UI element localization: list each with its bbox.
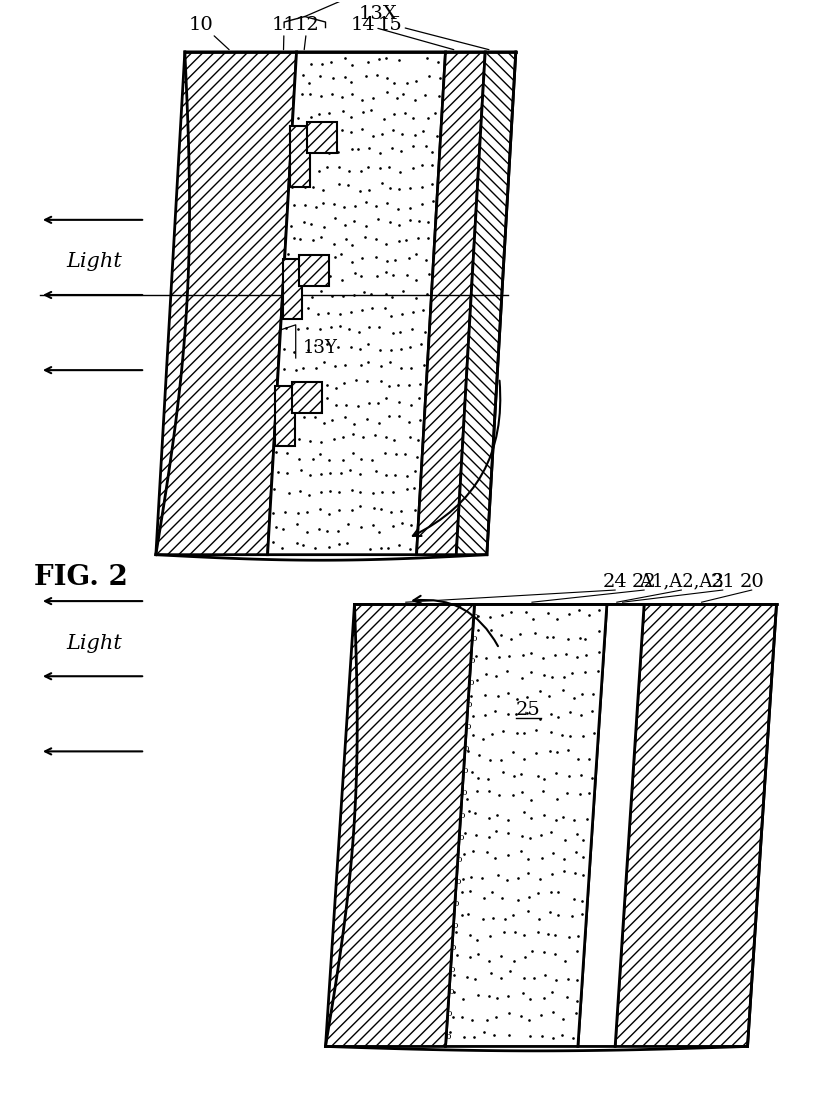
Text: Light: Light <box>66 633 122 653</box>
Text: 12: 12 <box>295 16 320 50</box>
FancyArrowPatch shape <box>413 381 501 536</box>
Text: 10: 10 <box>189 16 229 50</box>
Text: o: o <box>466 722 471 730</box>
Polygon shape <box>275 386 295 446</box>
Polygon shape <box>267 52 446 555</box>
Text: 14: 14 <box>351 16 454 50</box>
Text: 25: 25 <box>516 700 541 718</box>
Text: o: o <box>450 965 455 973</box>
Polygon shape <box>282 259 302 320</box>
Text: 21: 21 <box>711 573 735 591</box>
Text: o: o <box>464 744 470 753</box>
Text: o: o <box>470 655 475 665</box>
Text: o: o <box>462 766 468 775</box>
Text: Light: Light <box>66 252 122 271</box>
Text: o: o <box>445 1031 451 1040</box>
Polygon shape <box>299 255 329 286</box>
Text: 13Y: 13Y <box>302 339 337 356</box>
Text: 11: 11 <box>272 16 297 50</box>
Text: o: o <box>471 634 476 643</box>
Text: o: o <box>455 876 461 886</box>
Text: 20: 20 <box>739 573 764 591</box>
Text: o: o <box>472 612 478 620</box>
Polygon shape <box>156 52 297 555</box>
Text: o: o <box>466 699 472 708</box>
Text: o: o <box>458 832 464 841</box>
Polygon shape <box>416 52 485 555</box>
Text: o: o <box>452 920 458 929</box>
Text: o: o <box>461 788 466 797</box>
Polygon shape <box>292 383 322 413</box>
Text: o: o <box>468 677 474 686</box>
Polygon shape <box>446 605 606 1047</box>
Polygon shape <box>456 52 516 555</box>
Text: FIG. 2: FIG. 2 <box>34 564 128 591</box>
FancyArrowPatch shape <box>413 596 498 646</box>
Text: o: o <box>446 1009 452 1018</box>
Polygon shape <box>290 127 310 188</box>
Polygon shape <box>615 605 776 1047</box>
Text: o: o <box>448 987 453 996</box>
Text: 13X: 13X <box>358 4 397 23</box>
Text: o: o <box>454 898 459 907</box>
Polygon shape <box>326 605 475 1047</box>
Polygon shape <box>307 123 337 154</box>
Text: o: o <box>460 810 465 819</box>
Text: 24: 24 <box>603 573 627 591</box>
Text: A1,A2,A3: A1,A2,A3 <box>639 573 724 591</box>
Text: o: o <box>456 855 462 864</box>
Text: 15: 15 <box>377 16 489 50</box>
Polygon shape <box>578 605 644 1047</box>
Text: o: o <box>451 942 456 951</box>
Text: 22: 22 <box>631 573 656 591</box>
